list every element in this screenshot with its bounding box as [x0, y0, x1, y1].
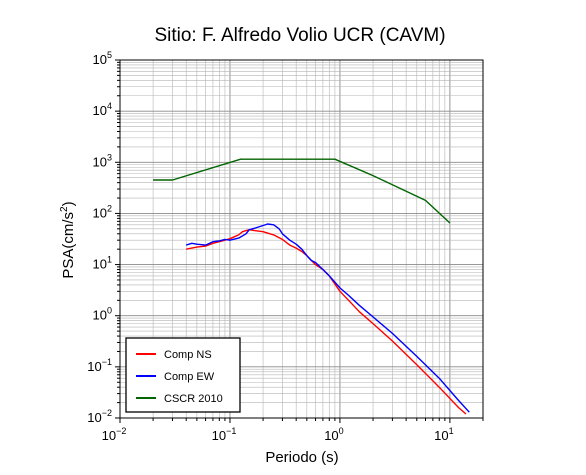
- legend-label-comp-ns: Comp NS: [164, 349, 212, 361]
- x-tick-label: 101: [434, 426, 453, 443]
- x-tick-label: 10−2: [102, 426, 127, 443]
- legend: Comp NS Comp EW CSCR 2010: [125, 337, 241, 413]
- y-axis-label-superscript: 2: [59, 206, 70, 212]
- grid: [119, 59, 484, 419]
- y-tick-label: 10−2: [87, 408, 112, 425]
- series-line-comp-ns: [186, 228, 467, 415]
- y-axis-label-base: PSA(cm/s: [60, 212, 77, 279]
- legend-label-comp-ew: Comp EW: [164, 371, 215, 383]
- y-axis-label-close: ): [60, 201, 77, 206]
- x-tick-label: 10−1: [212, 426, 237, 443]
- series-line-comp-ew: [185, 223, 470, 413]
- chart-title: Sitio: F. Alfredo Volio UCR (CAVM): [154, 25, 445, 46]
- series-layer: [153, 158, 470, 415]
- legend-label-cscr-2010: CSCR 2010: [164, 393, 223, 405]
- y-tick-label: 102: [93, 203, 112, 220]
- y-tick-label: 100: [93, 306, 112, 323]
- series-line-cscr-2010: [153, 158, 451, 224]
- y-tick-label: 10−1: [87, 357, 112, 374]
- y-tick-label: 103: [93, 152, 112, 169]
- y-tick-label: 105: [93, 50, 112, 67]
- tick-layer: 10−2 10−1 100 101 10−2 10−1 100 101 102 103 104 105: [87, 50, 484, 443]
- x-axis-label: Periodo (s): [265, 449, 338, 466]
- plot-frame: [119, 59, 484, 419]
- y-tick-label: 101: [93, 255, 112, 272]
- x-tick-label: 100: [324, 426, 343, 443]
- y-axis-label: PSA(cm/s2): [59, 201, 77, 278]
- y-tick-label: 104: [93, 101, 112, 118]
